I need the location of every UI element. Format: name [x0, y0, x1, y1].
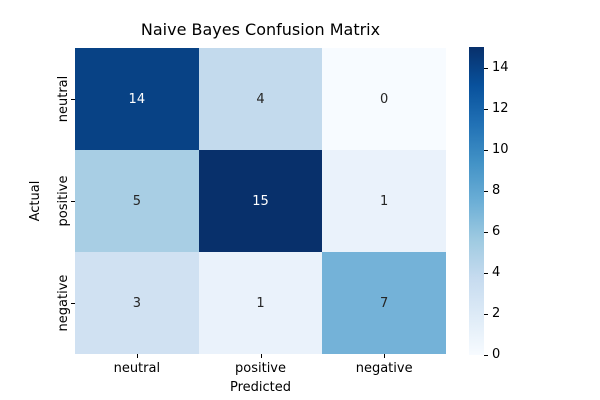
- colorbar-tick-mark: [484, 67, 488, 69]
- cell-value: 5: [132, 193, 141, 209]
- colorbar-tick-mark: [484, 149, 488, 151]
- x-tick-mark: [136, 354, 138, 358]
- colorbar-tick-label: 12: [492, 100, 509, 116]
- heatmap-grid: 14 4 0 5 15 1 3 1 7: [75, 48, 446, 354]
- y-tick-mark: [71, 201, 75, 202]
- colorbar-tick-mark: [484, 355, 488, 356]
- x-tick-label: neutral: [113, 361, 161, 376]
- y-tick-mark: [71, 303, 75, 304]
- colorbar-tick-mark: [484, 190, 488, 192]
- colorbar-tick-label: 4: [492, 264, 501, 280]
- chart-title: Naive Bayes Confusion Matrix: [140, 20, 381, 39]
- y-tick-label: negative: [56, 274, 71, 332]
- heatmap-cell: 5: [75, 150, 199, 252]
- heatmap-cell: 14: [75, 48, 199, 150]
- heatmap-cell: 1: [322, 150, 446, 252]
- colorbar-tick-mark: [484, 272, 488, 274]
- colorbar-tick-mark: [484, 231, 488, 233]
- heatmap-cell: 7: [322, 252, 446, 354]
- x-tick-label: negative: [355, 361, 413, 376]
- cell-value: 14: [128, 91, 146, 107]
- heatmap-cell: 3: [75, 252, 199, 354]
- colorbar-tick-mark: [484, 108, 488, 110]
- cell-value: 3: [132, 295, 141, 311]
- x-tick-mark: [384, 354, 386, 358]
- x-axis-label: Predicted: [229, 380, 292, 395]
- colorbar-tick-mark: [484, 313, 488, 315]
- colorbar-tick-label: 14: [492, 59, 509, 75]
- colorbar-tick-label: 8: [492, 182, 501, 198]
- cell-value: 1: [380, 193, 389, 209]
- colorbar-tick-label: 10: [492, 141, 509, 157]
- heatmap-cell: 4: [198, 48, 323, 150]
- cell-value: 4: [256, 91, 265, 107]
- colorbar-tick-label: 0: [492, 347, 501, 362]
- colorbar-tick-label: 6: [492, 223, 501, 239]
- y-tick-label: neutral: [56, 75, 71, 123]
- cell-value: 7: [380, 295, 389, 311]
- heatmap-cell: 1: [198, 252, 323, 354]
- x-tick-label: positive: [235, 361, 286, 376]
- heatmap-cell: 0: [322, 48, 446, 150]
- heatmap-cell: 15: [198, 150, 323, 252]
- colorbar: [469, 47, 484, 355]
- x-tick-mark: [260, 354, 262, 358]
- colorbar-tick-label: 2: [492, 305, 501, 321]
- y-tick-label: positive: [56, 175, 71, 227]
- cell-value: 15: [252, 193, 269, 209]
- cell-value: 1: [256, 295, 265, 311]
- cell-value: 0: [380, 91, 389, 107]
- y-axis-label: Actual: [28, 180, 43, 222]
- y-tick-mark: [71, 99, 75, 100]
